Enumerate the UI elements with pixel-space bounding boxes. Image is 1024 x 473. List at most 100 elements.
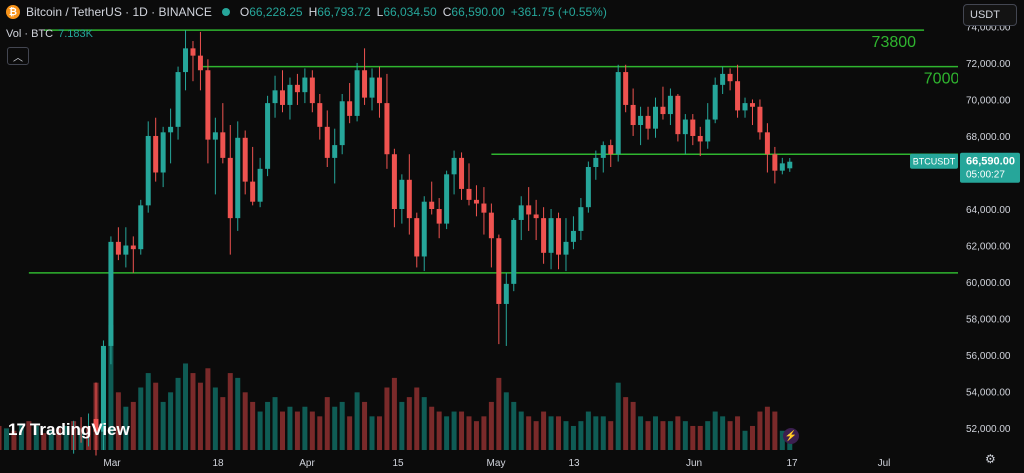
collapse-legend-button[interactable]: ︿ [7,47,29,65]
candle-body [384,103,390,155]
volume-bar [466,416,472,450]
volume-bar [212,387,218,450]
candle-body [645,115,651,129]
price-axis-background [958,0,1024,473]
volume-bar [18,423,24,450]
time-tick-label: Jul [878,458,891,469]
candle-body [735,81,741,111]
volume-bar [503,392,509,450]
candle-body [593,157,599,168]
candle-body [481,203,487,213]
volume-bar [570,425,576,450]
candle-body [324,126,330,158]
candle-body [630,104,636,126]
volume-bar [362,401,368,450]
volume-bar [302,406,308,450]
volume-bar [63,425,69,450]
volume-bar [11,430,17,450]
candle-body [548,218,554,253]
volume-bar [108,325,114,450]
time-tick-label: Apr [299,458,315,469]
volume-bar [563,421,569,450]
volume-bar [160,401,166,450]
candle-body [451,157,457,175]
volume-bar [667,421,673,450]
volume-bar [742,430,748,450]
candle-body [488,212,494,239]
volume-bar [130,401,136,450]
candle-body [309,77,315,104]
volume-bar [638,416,644,450]
volume-bar [376,416,382,450]
candle-body [429,201,435,210]
volume-bar [451,411,457,450]
volume-bar [369,416,375,450]
volume-bar [220,397,226,450]
candle-body [220,132,226,158]
candle-body [168,126,174,133]
volume-bar [123,406,129,450]
time-tick-label: 15 [392,458,404,469]
volume-bar [190,373,196,450]
symbol-tag [910,153,958,169]
time-tick-label: 18 [212,458,224,469]
candle-body [705,119,711,142]
price-tick-label: 54,000.00 [966,388,1011,399]
candle-body [93,418,99,432]
candle-body [720,73,726,85]
candle-body [108,241,114,346]
price-tick-label: 52,000.00 [966,424,1011,435]
volume-bar [309,411,315,450]
volume-legend[interactable]: Vol · BTC 7.183K [6,28,93,40]
symbol-title[interactable]: Bitcoin / TetherUS · 1D · BINANCE [26,5,212,19]
volume-bar [533,421,539,450]
candle-body [332,145,338,158]
candle-body [265,103,271,169]
volume-bar [623,397,629,450]
candle-body [764,132,770,155]
volume-bar [317,416,323,450]
volume-bar [26,421,32,450]
price-tick-label: 68,000.00 [966,132,1011,143]
time-axis: Mar 18 Apr 15 May 13 Jun 17 Jul [103,458,890,469]
currency-selector-button[interactable]: USDT [963,4,1017,26]
candle-body [570,230,576,242]
candle-body [459,157,465,189]
volume-bar [257,411,263,450]
candle-body [115,241,121,255]
volume-bar [183,363,189,450]
volume-label: Vol · BTC [6,28,54,40]
candle-body [302,77,308,93]
candle-body [578,207,584,231]
candle-body [511,219,517,284]
volume-bar [294,411,300,450]
candle-body [712,84,718,120]
candle-body [153,135,159,173]
gear-icon[interactable]: ⚙ [985,452,996,466]
volume-bar [287,406,293,450]
volume-bar [235,377,241,450]
candle-body [615,72,621,155]
candle-body [414,218,420,257]
candle-body [354,70,360,116]
candle-body [160,132,166,173]
lightning-icon[interactable]: ⚡ [783,428,799,444]
price-tick-label: 58,000.00 [966,315,1011,326]
candle-body [421,201,427,257]
candle-body [242,137,248,182]
candle-body [675,95,681,135]
ohlc-close: C66,590.00 [442,5,505,19]
candle-body [526,205,532,215]
volume-bar [332,406,338,450]
volume-bar [250,401,256,450]
volume-bar [138,387,144,450]
volume-bar [690,425,696,450]
price-tick-label: 60,000.00 [966,278,1011,289]
time-tick-label: May [487,458,506,469]
tradingview-logo[interactable]: 17 TradingView [8,420,130,440]
volume-bars [0,325,793,450]
candle-body [787,161,793,169]
candle-body [287,84,293,105]
volume-bar [682,421,688,450]
